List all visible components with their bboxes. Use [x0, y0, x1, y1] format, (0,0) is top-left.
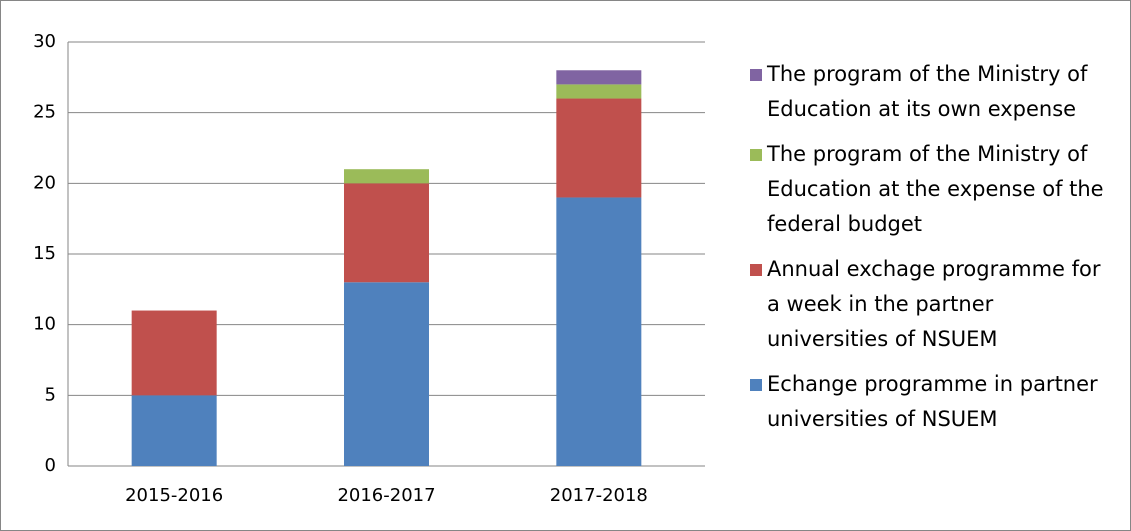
x-tick-label: 2015-2016 [125, 485, 223, 506]
legend-swatch [750, 264, 762, 276]
bar-segment [556, 197, 642, 466]
y-tick-label: 15 [33, 243, 56, 264]
legend-swatch [750, 149, 762, 161]
legend: The program of the Ministry of Education… [750, 57, 1110, 447]
legend-item: Echange programme in partner universitie… [750, 367, 1110, 437]
y-tick-label: 20 [33, 172, 56, 193]
bar-segment [131, 310, 217, 396]
legend-item: The program of the Ministry of Education… [750, 57, 1110, 127]
legend-label: The program of the Ministry of Education… [767, 142, 1104, 236]
bar-segment [131, 395, 217, 466]
legend-label: The program of the Ministry of Education… [767, 62, 1088, 121]
bar-segment [556, 70, 642, 85]
legend-swatch [750, 69, 762, 81]
bar-segment [344, 282, 429, 466]
y-tick-label: 0 [45, 455, 56, 476]
y-tick-label: 25 [33, 102, 56, 123]
y-tick-label: 5 [45, 384, 56, 405]
legend-item: The program of the Ministry of Education… [750, 137, 1110, 242]
y-tick-label: 30 [33, 31, 56, 52]
legend-swatch [750, 379, 762, 391]
y-tick-label: 10 [33, 314, 56, 335]
bar-segment [344, 169, 429, 184]
legend-label: Echange programme in partner universitie… [767, 372, 1098, 431]
legend-item: Annual exchage programme for a week in t… [750, 252, 1110, 357]
x-tick-label: 2016-2017 [337, 485, 435, 506]
legend-label: Annual exchage programme for a week in t… [767, 257, 1101, 351]
bar-segment [556, 84, 642, 99]
bar-segment [344, 183, 429, 283]
bar-segment [556, 98, 642, 198]
x-tick-label: 2017-2018 [550, 485, 648, 506]
